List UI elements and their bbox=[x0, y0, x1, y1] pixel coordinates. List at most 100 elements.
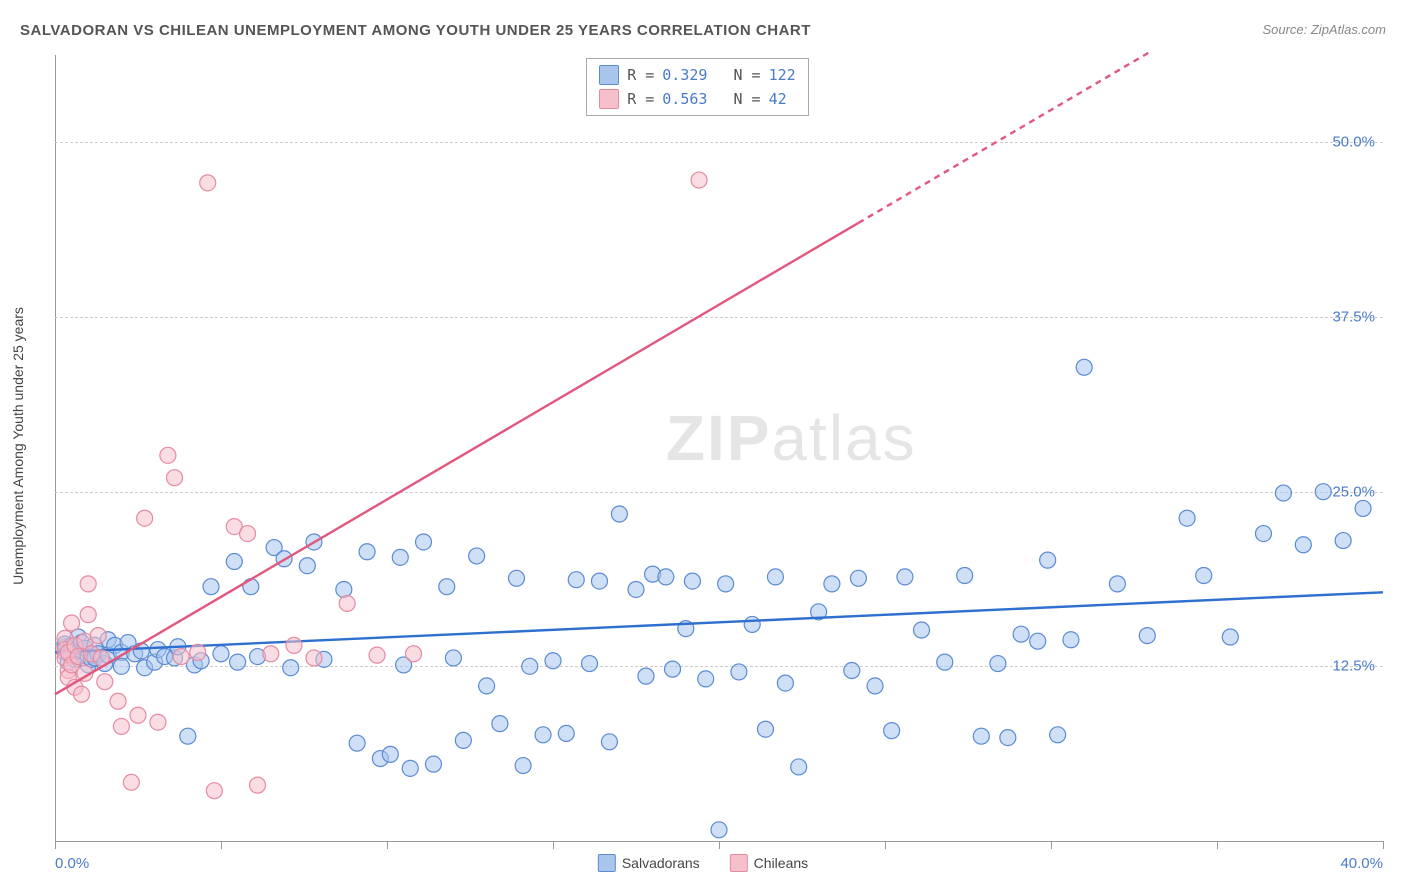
data-point bbox=[744, 616, 760, 632]
legend-swatch bbox=[598, 854, 616, 872]
data-point bbox=[349, 735, 365, 751]
x-tick bbox=[553, 841, 554, 849]
data-point bbox=[601, 734, 617, 750]
legend-label: Salvadorans bbox=[622, 855, 700, 871]
x-tick bbox=[55, 841, 56, 849]
data-point bbox=[133, 643, 149, 659]
data-point bbox=[522, 658, 538, 674]
data-point bbox=[299, 558, 315, 574]
data-point bbox=[1063, 632, 1079, 648]
data-point bbox=[213, 646, 229, 662]
correlation-stats-box: R = 0.329 N = 122R = 0.563 N = 42 bbox=[586, 58, 809, 116]
data-point bbox=[1030, 633, 1046, 649]
data-point bbox=[479, 678, 495, 694]
data-point bbox=[80, 576, 96, 592]
legend-item: Salvadorans bbox=[598, 854, 700, 872]
data-point bbox=[937, 654, 953, 670]
data-point bbox=[392, 549, 408, 565]
x-tick bbox=[1051, 841, 1052, 849]
data-point bbox=[113, 718, 129, 734]
data-point bbox=[1179, 510, 1195, 526]
data-point bbox=[243, 579, 259, 595]
data-point bbox=[469, 548, 485, 564]
data-point bbox=[190, 644, 206, 660]
data-point bbox=[359, 544, 375, 560]
data-point bbox=[658, 569, 674, 585]
stats-n-value: 122 bbox=[769, 63, 796, 87]
y-axis-label: Unemployment Among Youth under 25 years bbox=[10, 307, 26, 585]
data-point bbox=[306, 650, 322, 666]
source-name: ZipAtlas.com bbox=[1311, 22, 1386, 37]
stats-n-label: N = bbox=[715, 87, 760, 111]
data-point bbox=[402, 760, 418, 776]
data-point bbox=[123, 774, 139, 790]
data-point bbox=[515, 758, 531, 774]
data-point bbox=[545, 653, 561, 669]
x-tick bbox=[221, 841, 222, 849]
data-point bbox=[113, 658, 129, 674]
data-point bbox=[203, 579, 219, 595]
data-point bbox=[445, 650, 461, 666]
data-point bbox=[638, 668, 654, 684]
data-point bbox=[336, 581, 352, 597]
trend-line-extrapolated bbox=[858, 52, 1150, 223]
data-point bbox=[130, 707, 146, 723]
stats-r-value: 0.563 bbox=[662, 87, 707, 111]
data-point bbox=[1255, 526, 1271, 542]
data-point bbox=[684, 573, 700, 589]
data-point bbox=[1275, 485, 1291, 501]
data-point bbox=[897, 569, 913, 585]
data-point bbox=[263, 646, 279, 662]
data-point bbox=[339, 595, 355, 611]
data-point bbox=[382, 746, 398, 762]
data-point bbox=[492, 716, 508, 732]
chart-plot-area: 12.5%25.0%37.5%50.0% ZIPatlas R = 0.329 … bbox=[55, 55, 1383, 842]
x-axis-min-label: 0.0% bbox=[55, 855, 89, 872]
data-point bbox=[850, 570, 866, 586]
series-swatch bbox=[599, 65, 619, 85]
source-prefix: Source: bbox=[1262, 22, 1310, 37]
data-point bbox=[80, 607, 96, 623]
data-point bbox=[250, 777, 266, 793]
stats-r-label: R = bbox=[627, 87, 654, 111]
data-point bbox=[1196, 568, 1212, 584]
data-point bbox=[206, 783, 222, 799]
data-point bbox=[137, 510, 153, 526]
data-point bbox=[369, 647, 385, 663]
data-point bbox=[1335, 533, 1351, 549]
x-tick bbox=[885, 841, 886, 849]
data-point bbox=[691, 172, 707, 188]
data-point bbox=[844, 663, 860, 679]
legend-item: Chileans bbox=[730, 854, 808, 872]
series-swatch bbox=[599, 89, 619, 109]
data-point bbox=[628, 581, 644, 597]
data-point bbox=[718, 576, 734, 592]
data-point bbox=[110, 693, 126, 709]
chart-title: SALVADORAN VS CHILEAN UNEMPLOYMENT AMONG… bbox=[20, 22, 811, 39]
x-tick bbox=[719, 841, 720, 849]
data-point bbox=[711, 822, 727, 838]
data-point bbox=[1050, 727, 1066, 743]
data-point bbox=[173, 649, 189, 665]
data-point bbox=[226, 554, 242, 570]
data-point bbox=[230, 654, 246, 670]
scatter-plot-svg bbox=[55, 55, 1383, 841]
data-point bbox=[767, 569, 783, 585]
data-point bbox=[558, 725, 574, 741]
data-point bbox=[777, 675, 793, 691]
data-point bbox=[160, 447, 176, 463]
data-point bbox=[990, 656, 1006, 672]
data-point bbox=[665, 661, 681, 677]
data-point bbox=[150, 714, 166, 730]
x-tick bbox=[387, 841, 388, 849]
data-point bbox=[439, 579, 455, 595]
source-attribution: Source: ZipAtlas.com bbox=[1262, 22, 1386, 37]
data-point bbox=[1295, 537, 1311, 553]
data-point bbox=[1000, 730, 1016, 746]
stats-n-value: 42 bbox=[769, 87, 787, 111]
data-point bbox=[884, 723, 900, 739]
data-point bbox=[568, 572, 584, 588]
x-tick bbox=[1383, 841, 1384, 849]
data-point bbox=[64, 615, 80, 631]
data-point bbox=[867, 678, 883, 694]
